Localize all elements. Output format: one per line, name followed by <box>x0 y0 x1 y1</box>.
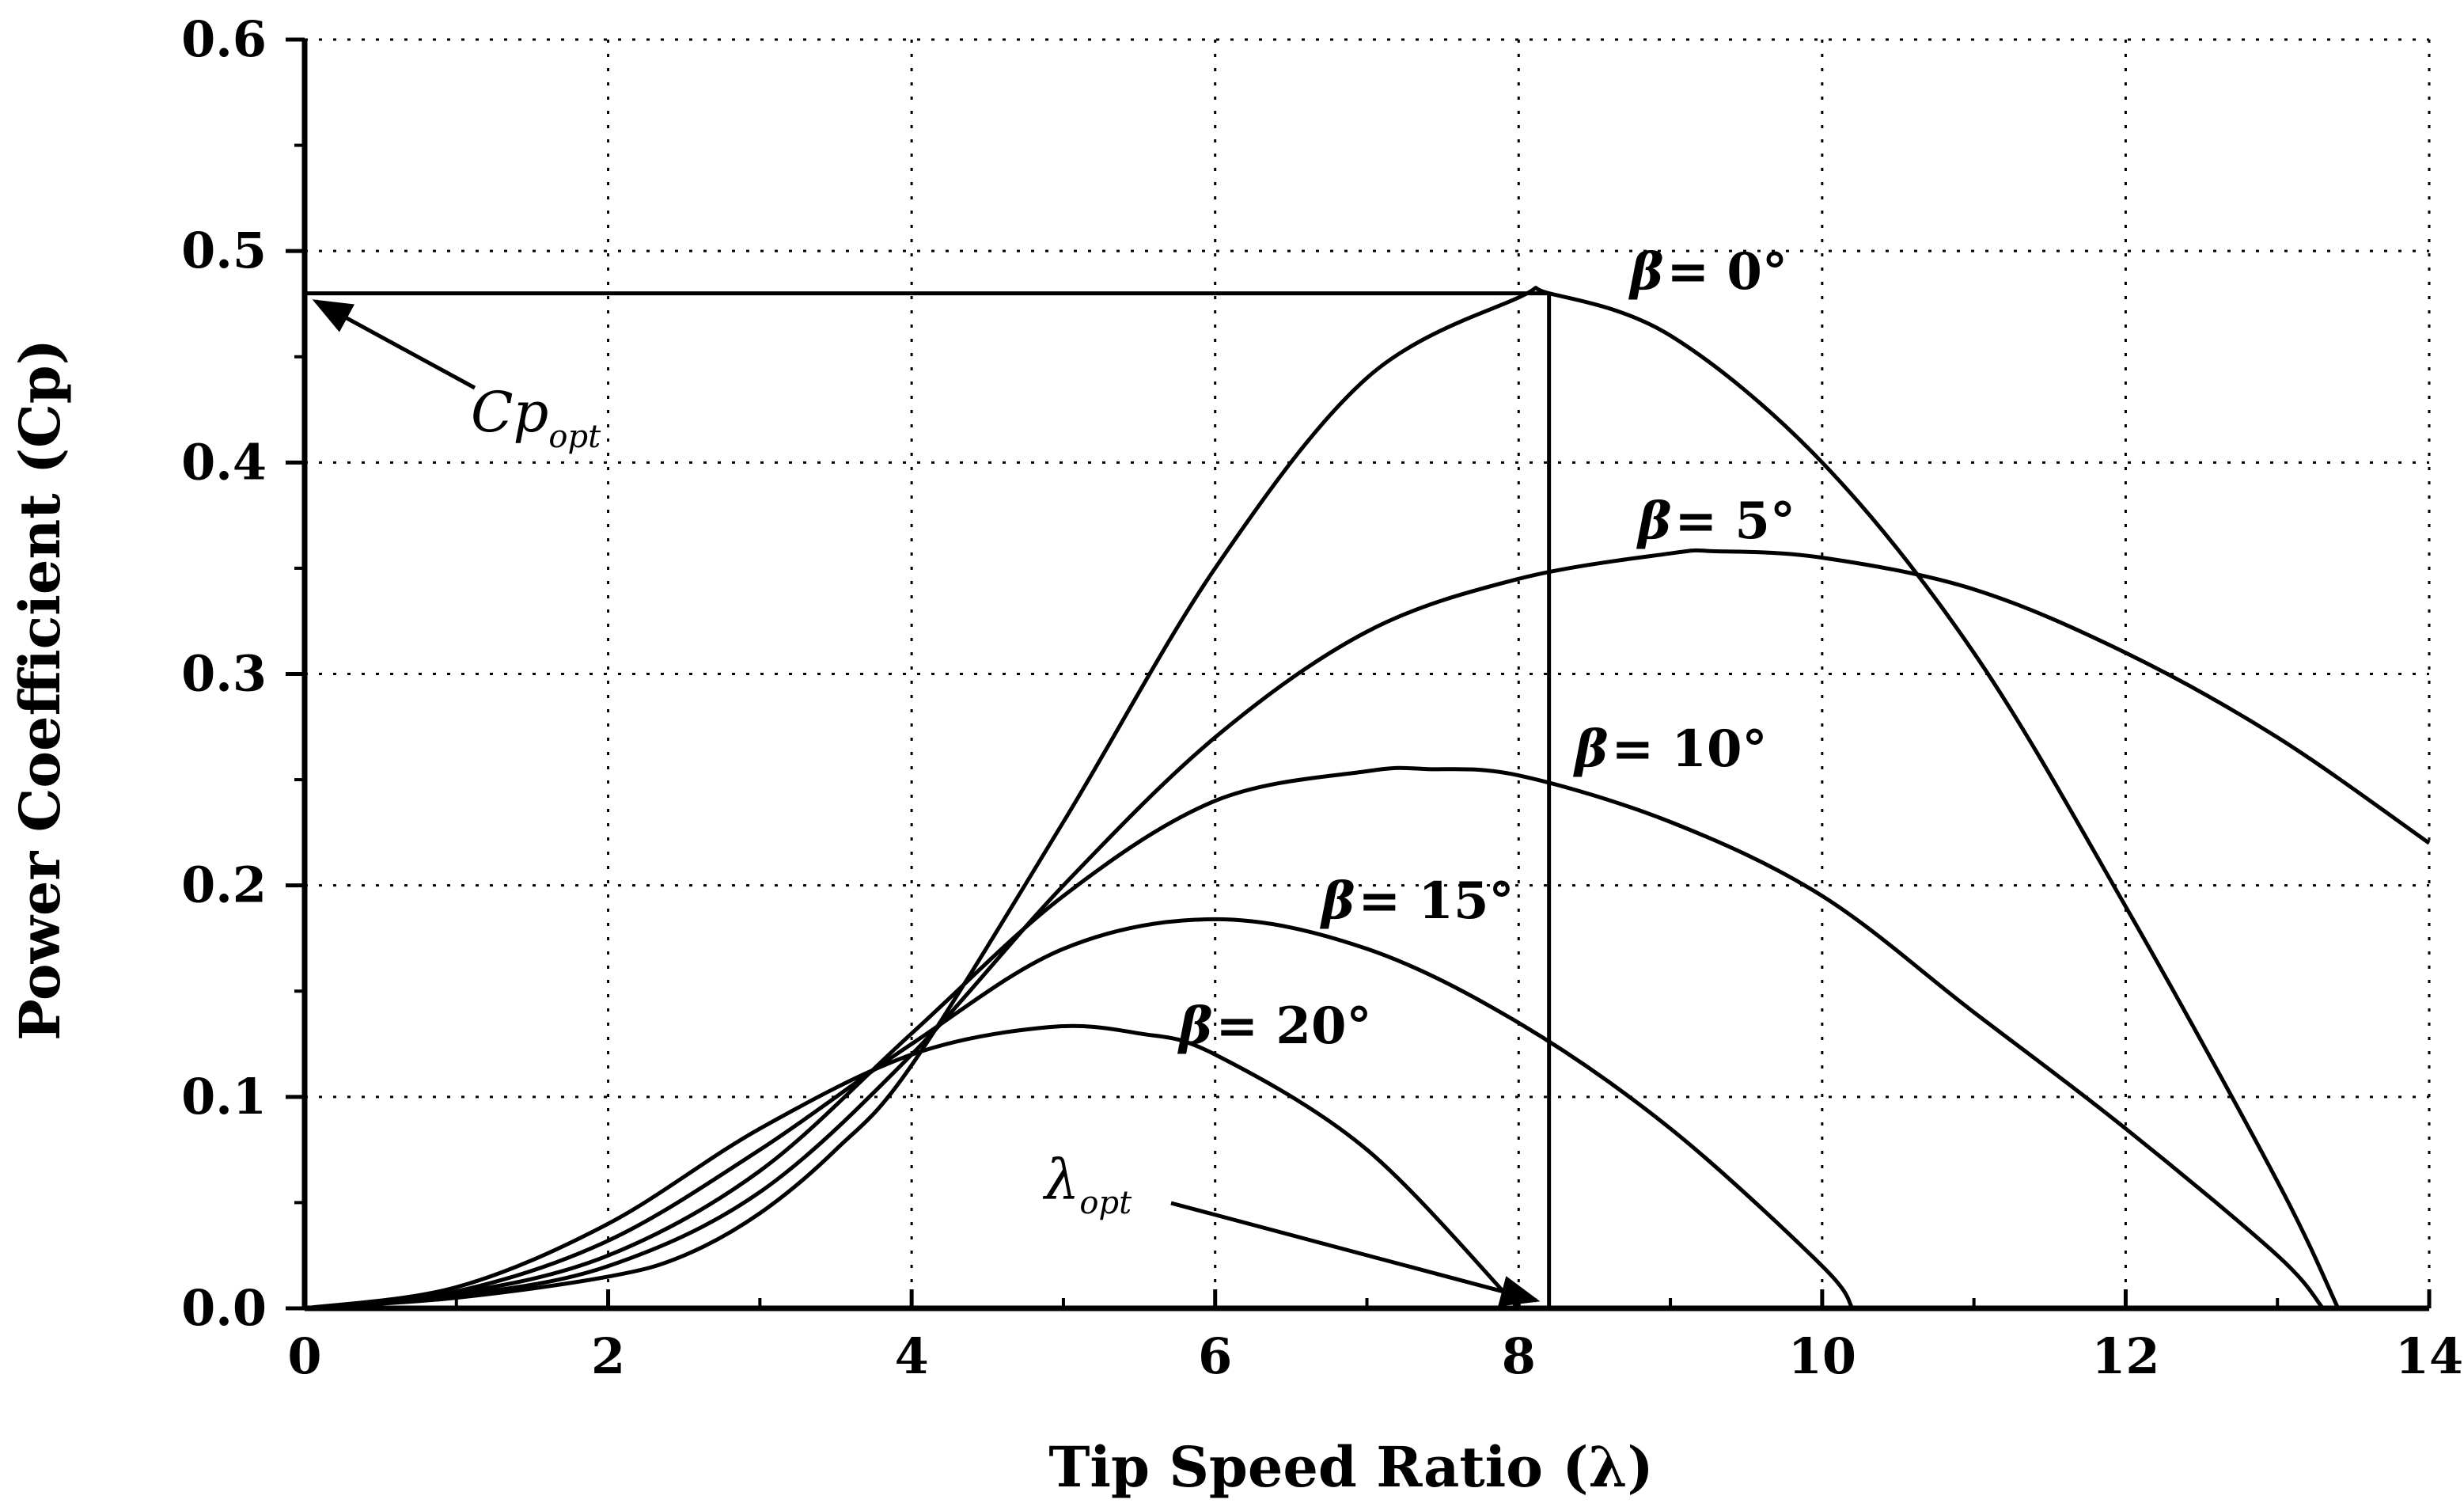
cp-opt-main: Cp <box>471 380 548 445</box>
series-label-0: β= 0° <box>1628 242 1787 302</box>
x-tick-label: 6 <box>1198 1327 1232 1385</box>
series-line-2 <box>304 765 2325 1311</box>
series-label-4: β= 20° <box>1177 996 1371 1056</box>
y-tick-label: 0.0 <box>181 1279 267 1337</box>
series-labels: β= 0°β= 5°β= 10°β= 15°β= 20° <box>1177 242 1795 1056</box>
y-axis-title: Power Coefficient (Cp) <box>7 339 73 1041</box>
y-tick-label: 0.4 <box>181 433 267 491</box>
cp-opt-sub: opt <box>548 419 601 455</box>
cp-opt-label: Cpopt <box>471 380 601 455</box>
series-label-angle: = 15° <box>1359 871 1514 931</box>
x-tick-label: 8 <box>1502 1327 1536 1385</box>
grid <box>305 38 2431 1308</box>
x-tick-label: 14 <box>2395 1327 2463 1385</box>
x-axis-title: Tip Speed Ratio (λ) <box>1048 1434 1653 1500</box>
series-label-2: β= 10° <box>1573 719 1767 779</box>
lambda-opt-sub: opt <box>1079 1185 1132 1221</box>
series-label-beta: β <box>1636 492 1672 551</box>
x-tick-label: 2 <box>591 1327 625 1385</box>
x-tick-label: 4 <box>895 1327 929 1385</box>
series-label-beta: β <box>1628 242 1664 302</box>
reference-lines <box>305 291 1552 1308</box>
series-line-4 <box>304 1023 1521 1311</box>
lambda-opt-label: λopt <box>1042 1148 1132 1221</box>
series-label-angle: = 5° <box>1675 492 1795 551</box>
series-curves <box>304 286 2431 1311</box>
series-line-1 <box>304 548 2431 1311</box>
series-label-1: β= 5° <box>1636 492 1795 551</box>
lambda-opt-main: λ <box>1042 1148 1079 1213</box>
x-tick-label: 0 <box>287 1327 321 1385</box>
x-tick-label: 10 <box>1788 1327 1856 1385</box>
series-label-beta: β <box>1177 996 1213 1056</box>
y-tick-label: 0.6 <box>181 10 267 68</box>
series-label-angle: = 0° <box>1667 242 1787 302</box>
series-label-3: β= 15° <box>1320 871 1514 931</box>
series-label-beta: β <box>1320 871 1355 931</box>
series-label-beta: β <box>1573 719 1609 779</box>
series-label-angle: = 20° <box>1216 996 1372 1056</box>
y-tick-label: 0.5 <box>181 222 267 279</box>
series-label-angle: = 10° <box>1612 719 1768 779</box>
lambda-opt-arrow <box>1170 1201 1541 1307</box>
y-tick-label: 0.2 <box>181 856 267 914</box>
y-tick-label: 0.3 <box>181 645 267 703</box>
series-line-0 <box>304 286 2341 1311</box>
cp-opt-arrow <box>312 299 476 390</box>
x-tick-label: 12 <box>2091 1327 2159 1385</box>
series-line-3 <box>304 917 1855 1311</box>
y-tick-label: 0.1 <box>181 1068 267 1126</box>
ticks: 0 2 4 6 8 10 12 14 0.0 0.1 0.2 0.3 0.4 0.5 0.6 <box>181 10 2463 1385</box>
